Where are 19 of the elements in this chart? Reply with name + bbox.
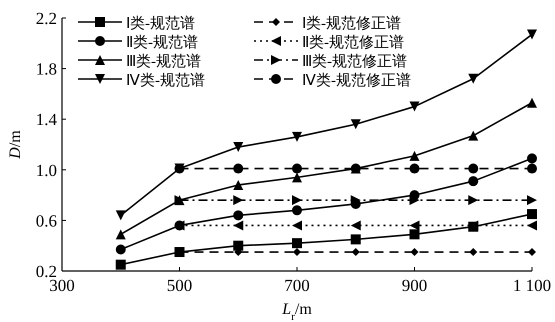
legend-label: Ⅰ类-规范谱 <box>126 15 195 32</box>
y-tick-label: 1.0 <box>36 160 57 180</box>
y-axis-title: D/m <box>7 130 24 160</box>
y-tick-label: 1.4 <box>36 110 58 130</box>
y-tick-label: 2.2 <box>36 9 57 28</box>
legend-label: Ⅳ类-规范修正谱 <box>302 72 411 89</box>
legend-label: Ⅲ类-规范修正谱 <box>302 53 407 70</box>
x-tick-label: 500 <box>166 276 192 295</box>
x-tick-label: 900 <box>402 276 428 295</box>
legend-label: Ⅱ类-规范谱 <box>126 34 198 51</box>
y-tick-label: 0.6 <box>36 211 57 230</box>
x-tick-label: 1 100 <box>512 276 552 295</box>
legend-label: Ⅲ类-规范谱 <box>126 53 201 70</box>
y-tick-label: 1.8 <box>36 60 57 79</box>
x-tick-label: 700 <box>284 276 310 295</box>
x-axis-title: L$_{r}$/m <box>281 301 312 322</box>
legend-label: Ⅱ类-规范修正谱 <box>302 34 404 51</box>
legend-label: Ⅰ类-规范修正谱 <box>302 15 401 32</box>
legend-label: Ⅳ类-规范谱 <box>126 72 205 89</box>
